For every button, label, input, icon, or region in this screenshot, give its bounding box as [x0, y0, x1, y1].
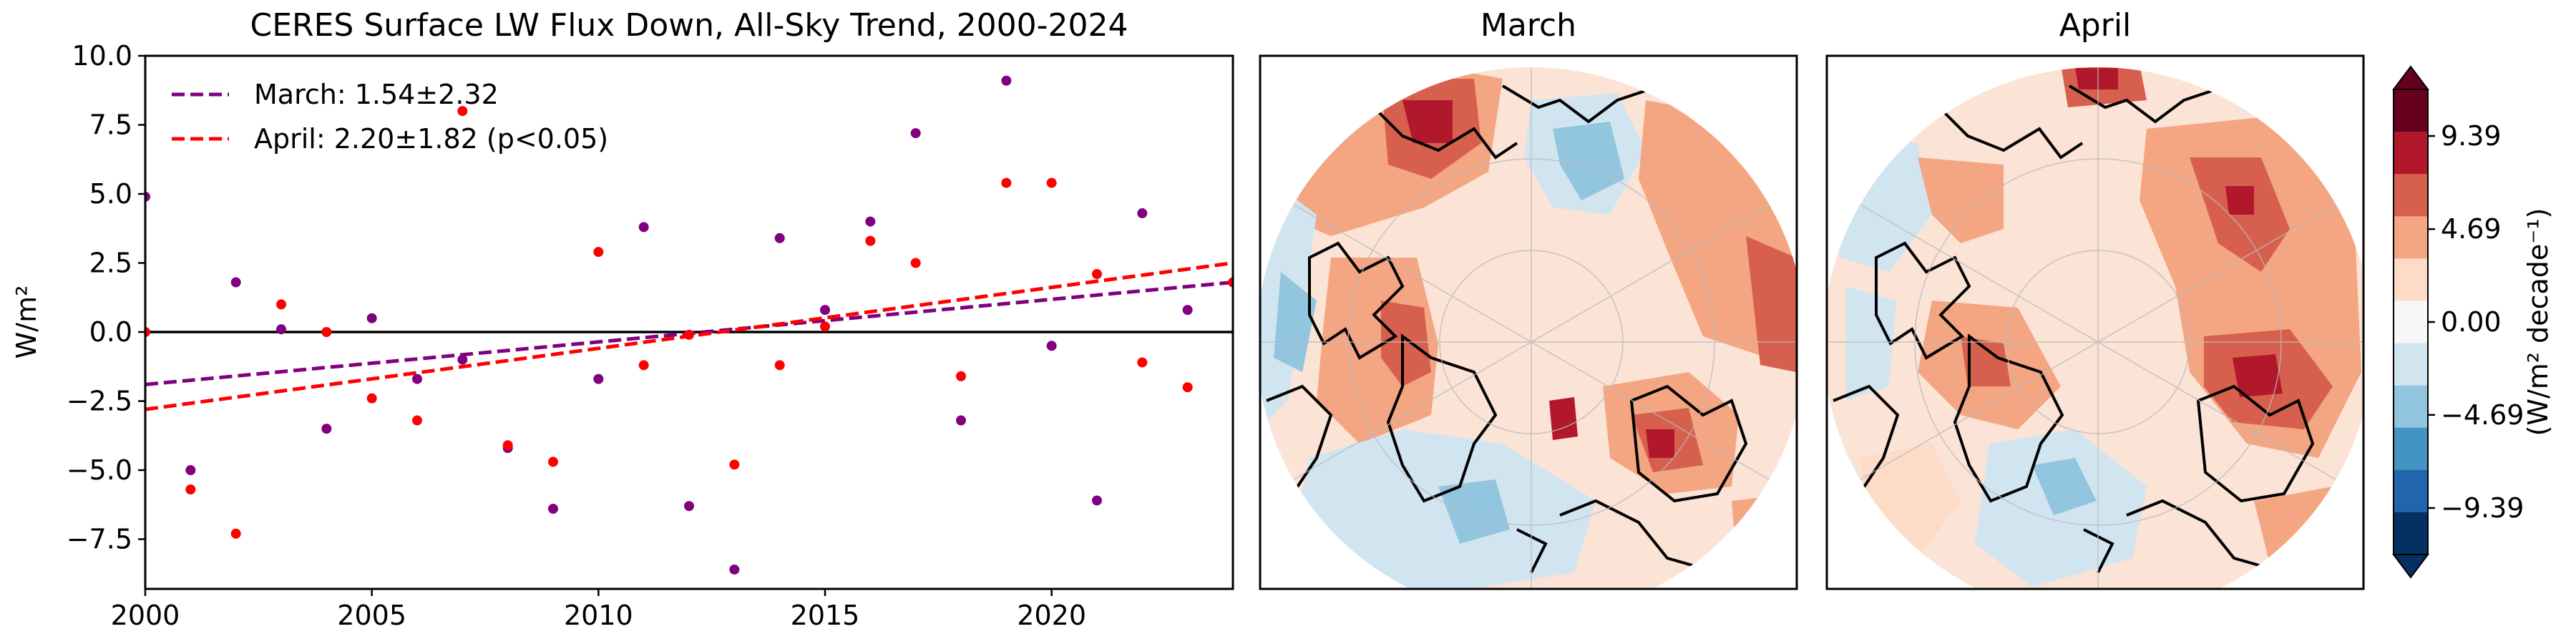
colorbar: 9.39 4.69 0.00 −4.69 −9.39 — [2392, 65, 2524, 579]
march-point — [729, 564, 740, 575]
april-point — [321, 327, 332, 338]
april-point — [1001, 177, 1012, 188]
april-point — [910, 258, 921, 268]
april-point — [820, 321, 830, 332]
legend-march-label: March: 1.54±2.32 — [254, 79, 499, 110]
legend: March: 1.54±2.32 April: 2.20±1.82 (p<0.0… — [172, 79, 608, 155]
colorbar-segment — [2394, 89, 2428, 132]
timeseries-panel: CERES Surface LW Flux Down, All-Sky Tren… — [11, 7, 1234, 631]
colorbar-label: (W/m² decade⁻¹) — [2522, 208, 2554, 436]
march-point — [820, 305, 830, 316]
april-point — [729, 459, 740, 470]
april-point — [457, 106, 468, 117]
y-tick-label: −5.0 — [67, 454, 132, 486]
march-point — [684, 501, 694, 512]
colorbar-segment — [2394, 174, 2428, 217]
march-point — [638, 222, 649, 233]
timeseries-title: CERES Surface LW Flux Down, All-Sky Tren… — [250, 7, 1128, 44]
x-tick-label: 2005 — [337, 600, 406, 631]
april-point — [185, 484, 196, 495]
april-point — [548, 457, 558, 467]
x-tick-label: 2010 — [564, 600, 633, 631]
x-tick-label: 2015 — [791, 600, 860, 631]
april-point — [684, 329, 694, 340]
april-field — [1827, 67, 2363, 589]
y-tick-label: 5.0 — [89, 178, 132, 210]
april-point — [366, 393, 377, 404]
y-tick-label: 0.0 — [89, 316, 132, 348]
march-point — [774, 233, 785, 243]
x-tick-label: 2000 — [111, 600, 180, 631]
april-map-frame — [1825, 54, 2365, 590]
april-point — [230, 528, 241, 539]
march-map-frame — [1259, 54, 1798, 590]
timeseries-frame — [144, 54, 1234, 590]
x-tick-label: 2020 — [1017, 600, 1086, 631]
colorbar-extend-top — [2392, 65, 2429, 90]
march-point — [366, 313, 377, 323]
march-point — [1046, 341, 1057, 351]
y-tick-label: 10.0 — [72, 40, 132, 72]
march-point — [276, 324, 286, 335]
april-point — [1046, 177, 1057, 188]
april-point — [1092, 268, 1102, 279]
y-tick-label: −2.5 — [67, 386, 132, 417]
colorbar-segment — [2394, 512, 2428, 555]
april-point — [276, 299, 286, 310]
timeseries-marks — [145, 75, 1233, 575]
y-axis-label: W/m² — [11, 286, 42, 359]
march-point — [956, 415, 966, 426]
april-point — [1228, 277, 1233, 288]
march-point — [321, 424, 332, 434]
march-map-title: March — [1480, 7, 1576, 44]
colorbar-segment — [2394, 427, 2428, 471]
march-point — [593, 374, 604, 384]
march-map-panel: March — [1259, 7, 1798, 590]
april-point — [865, 235, 876, 246]
april-point — [593, 247, 604, 258]
y-tick-label: 7.5 — [89, 109, 132, 141]
colorbar-tick-label: −4.69 — [2441, 399, 2524, 431]
march-point — [1092, 495, 1102, 506]
march-point — [145, 191, 150, 202]
colorbar-tick-label: 4.69 — [2441, 213, 2502, 245]
april-point — [774, 360, 785, 371]
march-point — [412, 374, 422, 384]
colorbar-segment — [2394, 469, 2428, 513]
colorbar-segment — [2394, 301, 2428, 344]
y-tick-label: 2.5 — [89, 248, 132, 279]
march-point — [1137, 208, 1148, 219]
march-point — [185, 465, 196, 476]
colorbar-tick-label: 0.00 — [2441, 306, 2502, 338]
colorbar-segment — [2394, 385, 2428, 429]
march-point — [1182, 305, 1193, 316]
colorbar-tick-label: 9.39 — [2441, 120, 2502, 152]
legend-april-label: April: 2.20±1.82 (p<0.05) — [254, 123, 608, 155]
april-point — [502, 440, 513, 451]
april-point — [638, 360, 649, 371]
colorbar-tick-label: −9.39 — [2441, 492, 2524, 524]
timeseries-axes: 2000 2005 2010 2015 2020 10.0 7.5 5.0 2.5 0.0 −2.5… — [67, 40, 1086, 631]
colorbar-extend-bottom — [2392, 554, 2429, 579]
april-map-title: April — [2059, 7, 2132, 44]
april-point — [1137, 357, 1148, 368]
march-field — [1260, 67, 1797, 589]
march-point — [910, 128, 921, 139]
april-map-panel: April — [1825, 7, 2365, 590]
april-point — [1182, 382, 1193, 393]
march-point — [1001, 75, 1012, 86]
march-point — [230, 277, 241, 288]
march-point — [548, 504, 558, 514]
april-point — [145, 327, 150, 338]
colorbar-segment — [2394, 258, 2428, 301]
april-point — [956, 371, 966, 381]
colorbar-segment — [2394, 343, 2428, 386]
march-point — [865, 216, 876, 227]
colorbar-segment — [2394, 132, 2428, 175]
y-tick-label: −7.5 — [67, 524, 132, 555]
april-point — [412, 415, 422, 426]
march-point — [457, 354, 468, 365]
colorbar-segment — [2394, 216, 2428, 259]
